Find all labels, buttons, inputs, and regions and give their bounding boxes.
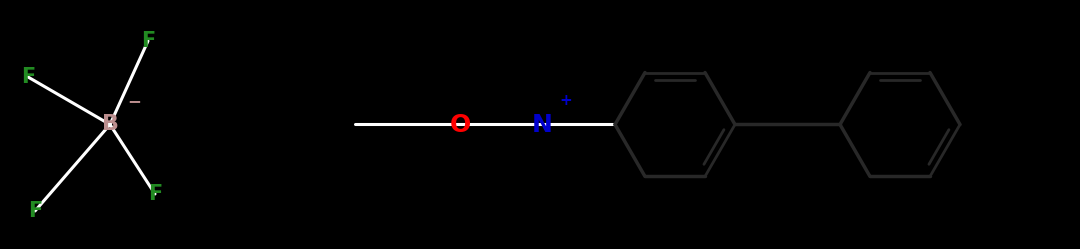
Text: B: B	[102, 115, 119, 134]
Text: −: −	[127, 92, 140, 111]
Text: F: F	[148, 184, 162, 204]
Text: O: O	[449, 113, 471, 136]
Text: N: N	[531, 113, 553, 136]
Text: F: F	[28, 201, 42, 221]
Text: F: F	[21, 67, 36, 87]
Text: F: F	[140, 31, 156, 51]
Text: +: +	[559, 92, 571, 108]
